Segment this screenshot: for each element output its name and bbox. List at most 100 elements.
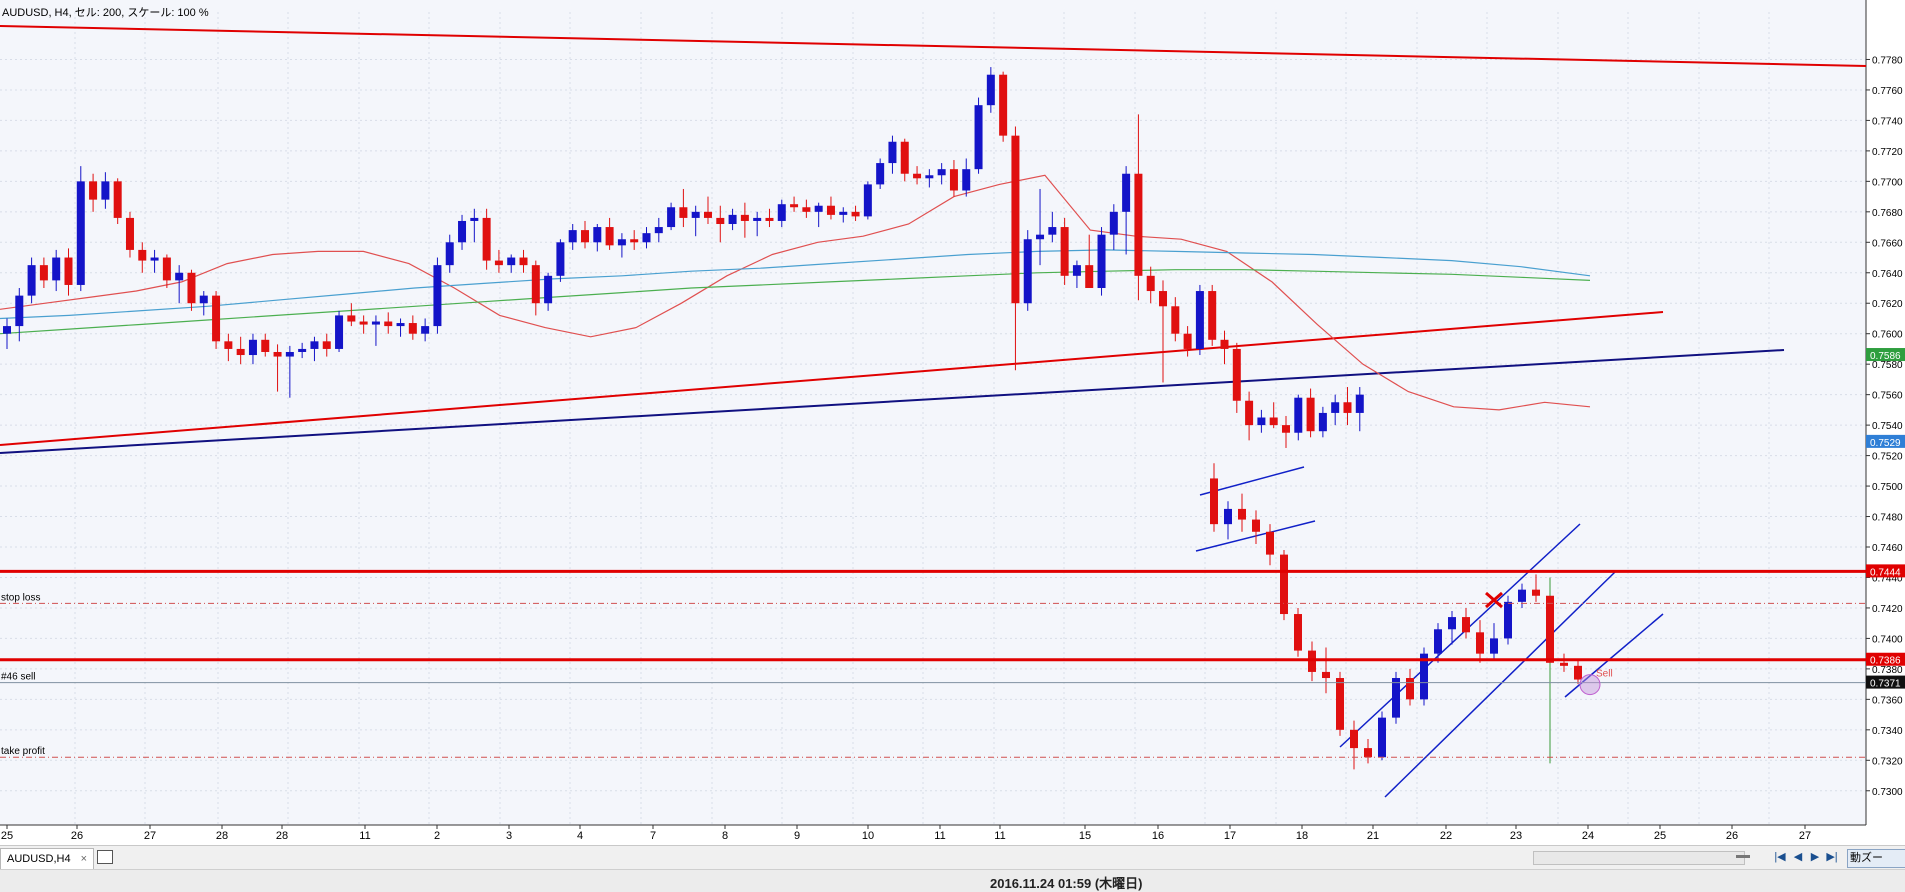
candle-body	[408, 323, 417, 334]
x-tick-label: 11	[994, 830, 1005, 842]
candle-body	[1097, 234, 1106, 288]
y-tick-label: 0.7520	[1872, 452, 1903, 463]
candle-body	[974, 105, 983, 170]
price-tag	[1866, 675, 1905, 689]
y-tick-label: 0.7480	[1872, 513, 1903, 524]
auto-scroll-button[interactable]: 動ズー	[1847, 849, 1905, 868]
candle-body	[777, 204, 786, 221]
candle-body	[1350, 729, 1358, 749]
x-tick-label: 21	[1367, 830, 1379, 842]
x-tick-label: 22	[1440, 830, 1452, 842]
x-tick-label: 28	[276, 830, 288, 842]
candle-body	[113, 181, 122, 218]
candle-body	[691, 211, 700, 218]
candle-body	[1252, 519, 1260, 532]
x-tick-label: 8	[722, 830, 728, 842]
candle-body	[1504, 601, 1512, 639]
close-icon[interactable]: ×	[80, 853, 88, 865]
price-tag	[1866, 564, 1905, 578]
candle-body	[273, 351, 282, 357]
candle-body	[1434, 629, 1442, 654]
price-tag	[1866, 434, 1905, 448]
sell-marker-icon	[1579, 674, 1601, 696]
y-tick-label: 0.7380	[1872, 665, 1903, 676]
candle-body	[285, 351, 294, 357]
restore-window-icon[interactable]	[97, 850, 113, 864]
candle-body	[150, 257, 159, 261]
scroll-last-icon[interactable]: ▶|	[1826, 851, 1838, 863]
chart-plot-area[interactable]	[0, 0, 1866, 825]
chart-tab-audusd[interactable]: AUDUSD,H4 ×	[0, 848, 95, 869]
candle-body	[1238, 508, 1246, 520]
scroll-thumb[interactable]	[1736, 855, 1750, 858]
candle-body	[1245, 400, 1254, 426]
candle-body	[396, 323, 405, 327]
scroll-prev-icon[interactable]: ◀	[1793, 851, 1803, 863]
candle-body	[1476, 632, 1484, 654]
horizontal-scrollbar[interactable]	[1533, 851, 1745, 865]
candle-body	[753, 217, 762, 221]
price-tag-label: 0.7386	[1870, 656, 1901, 667]
candle-body	[1280, 554, 1288, 615]
x-tick-label: 26	[1726, 830, 1738, 842]
x-tick-label: 26	[71, 830, 83, 842]
status-bar: 2016.11.24 01:59 (木曜日)	[0, 869, 1905, 892]
x-tick-label: 25	[1, 830, 13, 842]
x-marker-icon	[1485, 591, 1503, 609]
candle-body	[1420, 653, 1428, 700]
candle-body	[1364, 748, 1372, 758]
candle-body	[728, 214, 737, 225]
scroll-next-icon[interactable]: ▶	[1810, 851, 1820, 863]
y-tick-label: 0.7300	[1872, 787, 1903, 798]
candle-body	[765, 217, 774, 221]
candle-body	[138, 249, 147, 261]
candle-body	[826, 205, 835, 215]
candle-body	[962, 169, 971, 191]
y-tick-label: 0.7400	[1872, 634, 1903, 645]
candle-body	[839, 211, 848, 215]
chart-tab-bar: AUDUSD,H4 × |◀ ◀ ▶ ▶| 動ズー	[0, 845, 1905, 870]
x-tick-label: 24	[1582, 830, 1594, 842]
trend-line	[1384, 571, 1616, 798]
candle-body	[1085, 265, 1094, 288]
x-tick-label: 4	[577, 830, 583, 842]
price-tag-label: 0.7529	[1870, 438, 1901, 449]
y-tick-label: 0.7360	[1872, 695, 1903, 706]
trend-line	[0, 311, 1664, 446]
trend-line	[1339, 523, 1581, 748]
candle-body	[581, 230, 590, 243]
candle-body	[642, 233, 651, 243]
y-tick-label: 0.7780	[1872, 55, 1903, 66]
candle-body	[359, 321, 368, 325]
candle-body	[1171, 306, 1180, 334]
candle-body	[1355, 394, 1364, 413]
candle-body	[1122, 173, 1131, 212]
price-chart[interactable]: 0.7780 0.7760 0.7740 0.7720 0.7700 0.7680 0.76…	[0, 0, 1905, 845]
x-tick-label: 25	[1654, 830, 1666, 842]
candle-body	[1210, 478, 1218, 525]
candle-body	[1208, 291, 1217, 340]
y-tick-label: 0.7500	[1872, 482, 1903, 493]
candle-body	[1269, 417, 1278, 426]
candle-body	[1183, 333, 1192, 349]
candle-body	[617, 239, 626, 246]
candle-body	[1134, 173, 1143, 276]
y-tick-label: 0.7700	[1872, 177, 1903, 188]
candle-body	[162, 257, 171, 281]
candle-body	[1109, 211, 1118, 235]
x-tick-label: 23	[1510, 830, 1522, 842]
candle-body	[1322, 671, 1330, 679]
candle-body	[125, 217, 134, 250]
candle-body	[1011, 135, 1020, 304]
candle-body	[1232, 348, 1241, 401]
candle-body	[740, 214, 749, 221]
candle-body	[851, 211, 860, 217]
candle-body	[1308, 650, 1316, 672]
chart-tab-label: AUDUSD,H4	[7, 853, 71, 865]
candle-body	[1266, 531, 1274, 555]
candle-body	[716, 217, 725, 225]
candle-body	[863, 184, 872, 217]
candle-body	[703, 211, 712, 218]
candle-body	[1406, 678, 1414, 700]
scroll-first-icon[interactable]: |◀	[1774, 851, 1786, 863]
